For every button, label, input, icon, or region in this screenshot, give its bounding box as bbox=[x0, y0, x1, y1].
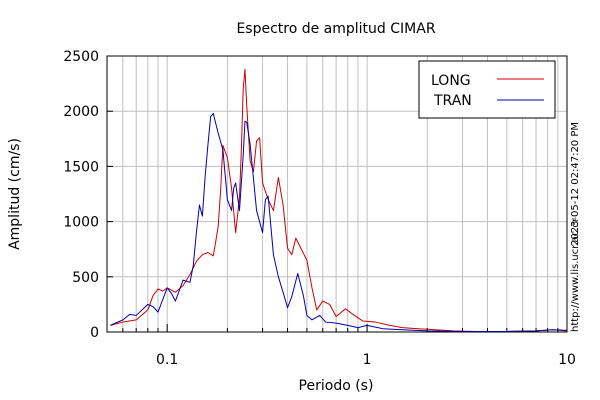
y-axis-label: Amplitud (cm/s) bbox=[7, 138, 23, 250]
series-line-tran bbox=[110, 112, 568, 332]
legend-label-tran: TRAN bbox=[433, 93, 472, 109]
y-tick-label: 2000 bbox=[63, 104, 99, 120]
ticks-layer: 0 500 1000 1500 2000 2500 0.1 1 10 bbox=[63, 49, 576, 368]
y-tick-label: 0 bbox=[90, 325, 99, 341]
x-axis-label: Periodo (s) bbox=[299, 378, 374, 394]
y-tick-label: 1000 bbox=[63, 215, 99, 231]
x-tick-label: 0.1 bbox=[156, 352, 178, 368]
series-line-long bbox=[110, 68, 568, 332]
y-tick-label: 500 bbox=[72, 270, 99, 286]
legend-box bbox=[418, 60, 556, 119]
x-tick-label: 1 bbox=[363, 352, 372, 368]
source-url-label: http://www.lis.ucr.ac.cr bbox=[570, 217, 581, 332]
legend: LONG TRAN bbox=[418, 60, 556, 119]
series-layer bbox=[110, 68, 568, 332]
plot-frame bbox=[106, 55, 568, 333]
chart-title: Espectro de amplitud CIMAR bbox=[236, 21, 435, 37]
timestamp-label: 2023-05-12 02:47:20 PM bbox=[570, 122, 581, 246]
grid bbox=[107, 56, 567, 332]
legend-label-long: LONG bbox=[431, 73, 471, 89]
y-tick-label: 1500 bbox=[63, 159, 99, 175]
x-tick-label: 10 bbox=[558, 352, 576, 368]
y-tick-label: 2500 bbox=[63, 49, 99, 65]
